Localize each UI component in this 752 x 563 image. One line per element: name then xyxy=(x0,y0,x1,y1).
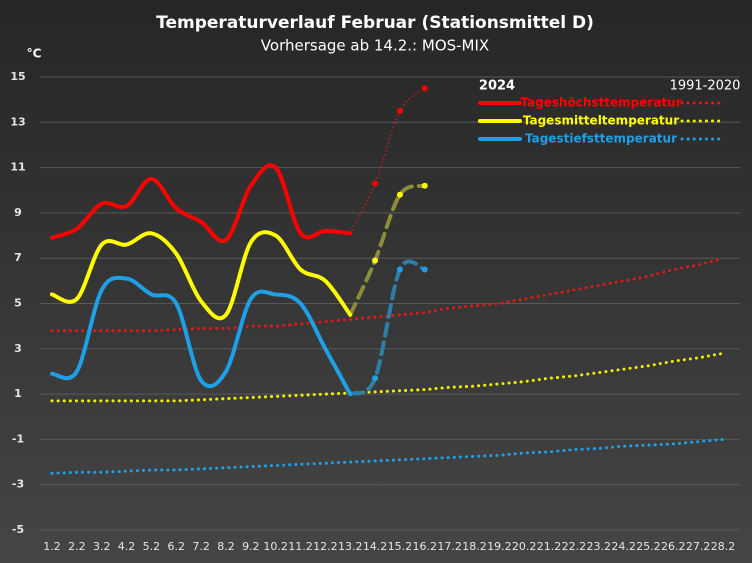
forecast-point xyxy=(421,85,428,92)
forecast-point xyxy=(421,182,428,189)
x-tick-label: 22.2 xyxy=(562,540,587,553)
x-tick-label: 18.2 xyxy=(462,540,487,553)
x-tick-label: 23.2 xyxy=(586,540,611,553)
forecast-line xyxy=(349,87,426,235)
forecast-point xyxy=(372,180,379,187)
forecast-line xyxy=(348,259,427,397)
observed-line xyxy=(50,230,353,321)
forecast-point xyxy=(396,266,403,273)
x-tick-label: 13.2 xyxy=(338,540,363,553)
x-tick-label: 26.2 xyxy=(661,540,686,553)
x-tick-label: 6.2 xyxy=(168,540,186,553)
y-tick-label: -5 xyxy=(12,523,24,536)
y-tick-label: 11 xyxy=(10,161,25,174)
x-tick-label: 1.2 xyxy=(43,540,61,553)
x-tick-label: 25.2 xyxy=(636,540,661,553)
y-axis-label: °C xyxy=(27,47,42,61)
legend-label: Tagesmitteltemperatur xyxy=(523,114,679,128)
legend-label: Tagestiefsttemperatur xyxy=(525,132,677,146)
x-tick-label: 20.2 xyxy=(512,540,537,553)
legend-header: 2024 xyxy=(479,79,515,94)
x-tick-label: 27.2 xyxy=(686,540,711,553)
legend-label: Tageshöchsttemperatur xyxy=(520,96,681,110)
x-tick-label: 24.2 xyxy=(611,540,636,553)
x-tick-label: 21.2 xyxy=(537,540,562,553)
forecast-point xyxy=(396,191,403,198)
x-tick-label: 3.2 xyxy=(93,540,111,553)
x-tick-label: 16.2 xyxy=(413,540,438,553)
y-tick-label: 9 xyxy=(14,206,22,219)
chart-title: Temperaturverlauf Februar (Stationsmitte… xyxy=(156,13,594,33)
forecast-point xyxy=(372,257,379,264)
chart-subtitle: Vorhersage ab 14.2.: MOS-MIX xyxy=(261,37,489,55)
y-tick-label: -3 xyxy=(12,478,24,491)
x-tick-label: 12.2 xyxy=(313,540,338,553)
x-tick-label: 7.2 xyxy=(192,540,210,553)
normal-line xyxy=(50,437,725,475)
x-tick-label: 14.2 xyxy=(363,540,388,553)
observed-line xyxy=(50,275,353,397)
x-tick-label: 5.2 xyxy=(143,540,161,553)
y-tick-label: 13 xyxy=(10,115,25,128)
y-tick-label: -1 xyxy=(12,432,24,445)
legend-header: 1991-2020 xyxy=(670,79,741,94)
x-tick-label: 4.2 xyxy=(118,540,136,553)
x-tick-label: 17.2 xyxy=(437,540,462,553)
forecast-point xyxy=(421,266,428,273)
y-tick-label: 7 xyxy=(14,251,22,264)
x-tick-label: 11.2 xyxy=(288,540,313,553)
x-tick-label: 10.2 xyxy=(263,540,288,553)
normal-line xyxy=(50,351,725,403)
forecast-point xyxy=(396,107,403,114)
x-tick-label: 15.2 xyxy=(388,540,413,553)
y-tick-label: 3 xyxy=(14,342,22,355)
observed-line xyxy=(50,163,353,244)
y-tick-label: 15 xyxy=(10,70,25,83)
x-tick-label: 8.2 xyxy=(217,540,235,553)
forecast-point xyxy=(372,375,379,382)
x-tick-label: 28.2 xyxy=(711,540,736,553)
x-tick-label: 2.2 xyxy=(68,540,86,553)
forecast-line xyxy=(348,183,427,317)
x-tick-label: 19.2 xyxy=(487,540,512,553)
y-tick-label: 5 xyxy=(14,297,22,310)
x-tick-label: 9.2 xyxy=(242,540,260,553)
y-tick-label: 1 xyxy=(14,387,22,400)
